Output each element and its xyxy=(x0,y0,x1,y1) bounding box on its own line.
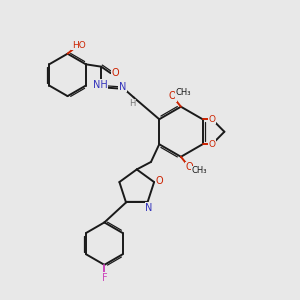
Text: O: O xyxy=(169,92,176,101)
Text: CH₃: CH₃ xyxy=(175,88,191,98)
Text: O: O xyxy=(208,140,215,149)
Text: O: O xyxy=(112,68,119,78)
Text: F: F xyxy=(101,273,107,283)
Text: N: N xyxy=(145,203,153,213)
Text: CH₃: CH₃ xyxy=(192,166,207,175)
Text: HO: HO xyxy=(72,41,86,50)
Text: O: O xyxy=(208,115,215,124)
Text: N: N xyxy=(119,82,126,92)
Text: H: H xyxy=(129,99,135,108)
Text: NH: NH xyxy=(93,80,108,90)
Text: O: O xyxy=(156,176,163,186)
Text: O: O xyxy=(185,162,193,172)
